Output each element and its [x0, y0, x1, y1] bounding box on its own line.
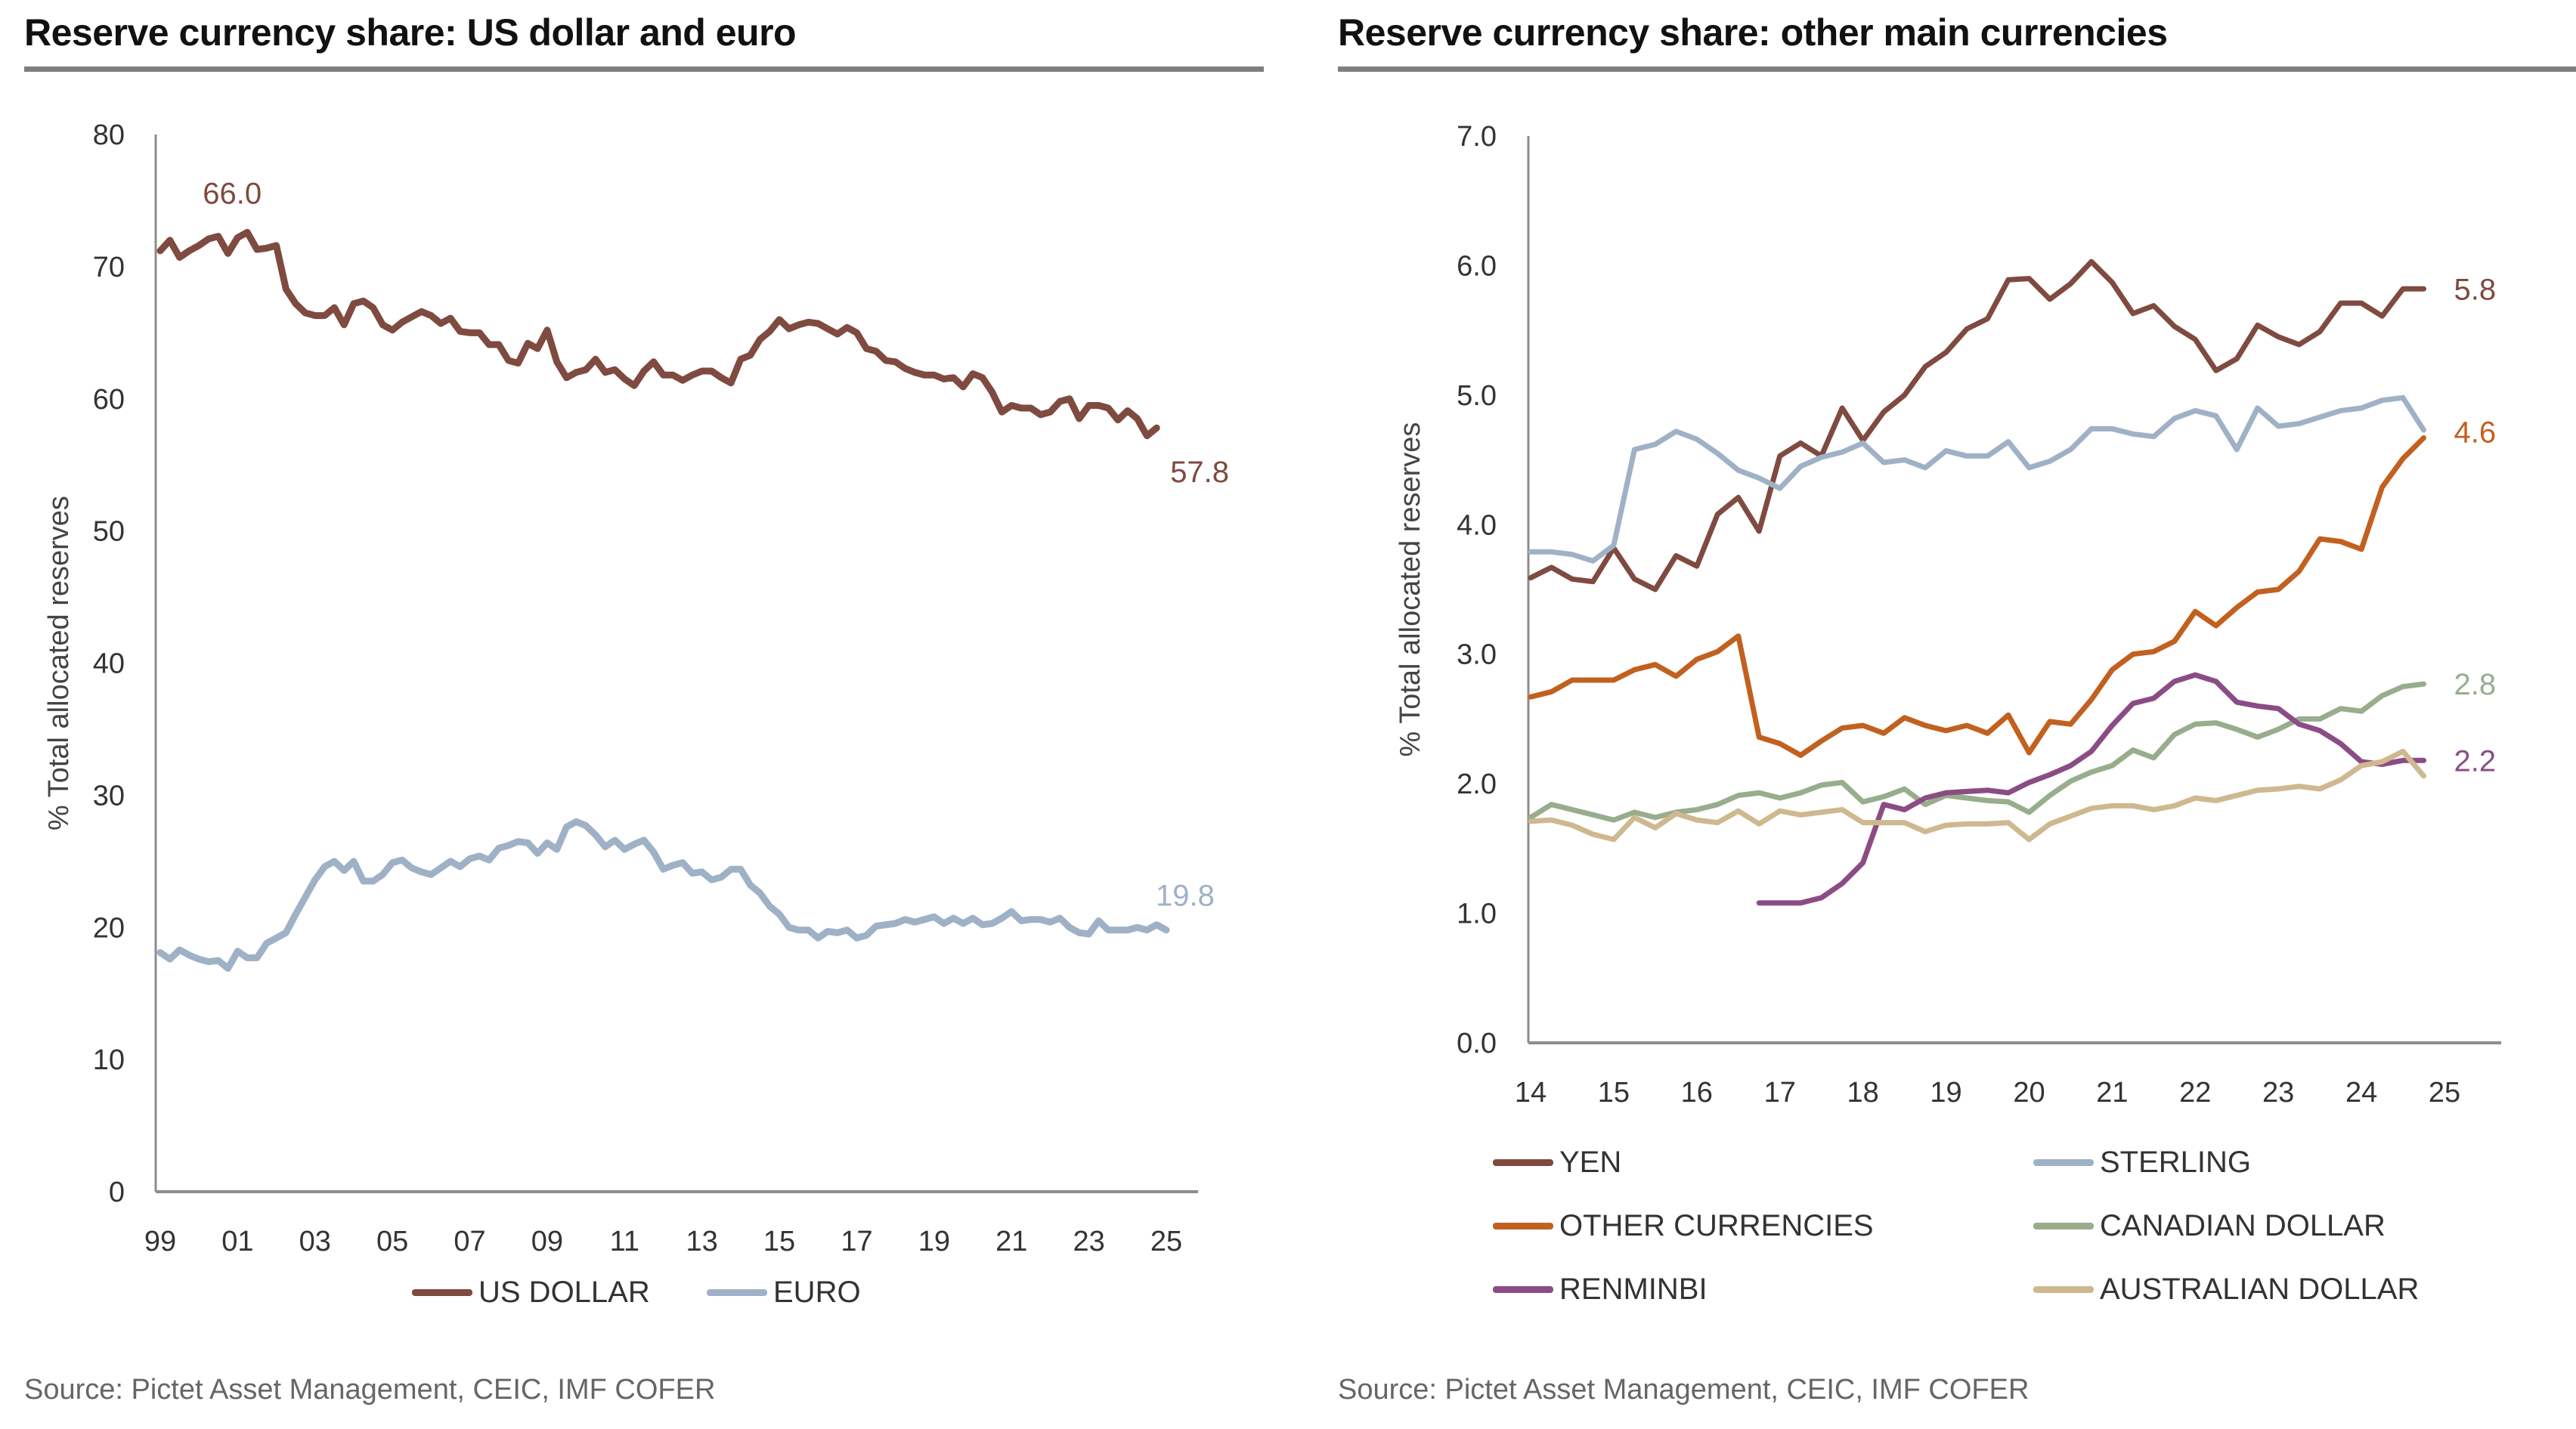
left-series-us-dollar [156, 228, 1160, 440]
left-x-tick-label: 17 [841, 1226, 872, 1257]
left-y-tick-label: 60 [93, 384, 125, 416]
right-series-australian-dollar [1528, 748, 2427, 843]
right-end-label-canadian-dollar: 2.8 [2454, 668, 2497, 701]
right-x-tick-label: 22 [2179, 1077, 2211, 1109]
right-series-yen [1528, 258, 2427, 592]
legend-item-sterling[interactable]: STERLING [2033, 1146, 2251, 1180]
left-title-rule [24, 67, 1264, 72]
right-y-tick-label: 4.0 [1457, 509, 1497, 541]
right-x-tick-label: 25 [2429, 1077, 2460, 1109]
right-x-tick-label: 15 [1598, 1077, 1630, 1109]
legend-label-canadian-dollar: CANADIAN DOLLAR [2100, 1209, 2386, 1242]
right-x-tick-label: 14 [1515, 1077, 1547, 1109]
right-x-tick-label: 19 [1930, 1077, 1961, 1109]
legend-swatch-other-currencies [1493, 1223, 1553, 1229]
left-y-tick-label: 50 [93, 516, 125, 548]
legend-label-renminbi: RENMINBI [1559, 1273, 1708, 1306]
right-x-tick-label: 21 [2096, 1077, 2128, 1109]
left-x-tick-label: 99 [144, 1226, 176, 1257]
left-chart-title: Reserve currency share: US dollar and eu… [24, 11, 797, 54]
left-x-tick-label: 05 [376, 1226, 408, 1257]
left-source-note: Source: Pictet Asset Management, CEIC, I… [24, 1374, 716, 1406]
left-y-tick-label: 40 [93, 648, 125, 680]
right-series-canadian-dollar [1528, 681, 2427, 823]
right-x-tick-label: 23 [2262, 1077, 2294, 1109]
right-x-tick-label: 17 [1764, 1077, 1796, 1109]
right-series-other-currencies [1528, 435, 2427, 758]
left-x-tick-label: 19 [918, 1226, 950, 1257]
left-y-tick-label: 20 [93, 912, 125, 944]
right-y-tick-label: 2.0 [1457, 769, 1497, 800]
legend-label-yen: YEN [1559, 1146, 1622, 1179]
legend-label-us-dollar: US DOLLAR [478, 1276, 650, 1309]
left-end-label-euro: 19.8 [1156, 880, 1215, 913]
right-y-tick-label: 0.0 [1457, 1028, 1497, 1059]
left-end-label-us-dollar: 57.8 [1170, 456, 1229, 489]
left-chart: 0 10 20 30 40 50 60 70 80 99 01 03 05 07 09 11 13 15 17 19 2… [43, 119, 1229, 1257]
right-x-tick-label: 18 [1847, 1077, 1878, 1109]
left-x-tick-label: 21 [995, 1226, 1027, 1257]
left-y-axis-title: % Total allocated reserves [43, 496, 75, 830]
legend-item-yen[interactable]: YEN [1493, 1146, 1621, 1180]
right-series-sterling [1528, 394, 2427, 564]
left-x-tick-label: 23 [1073, 1226, 1104, 1257]
legend-swatch-australian-dollar [2033, 1286, 2094, 1293]
legend-swatch-sterling [2033, 1159, 2094, 1166]
left-x-tick-label: 03 [299, 1226, 331, 1257]
right-x-tick-label: 16 [1681, 1077, 1713, 1109]
legend-item-renminbi[interactable]: RENMINBI [1493, 1273, 1708, 1307]
right-y-axis-title: % Total allocated reserves [1395, 422, 1426, 757]
right-series-renminbi [1756, 672, 2427, 906]
legend-label-other-currencies: OTHER CURRENCIES [1559, 1209, 1874, 1242]
right-chart: 0.0 1.0 2.0 3.0 4.0 5.0 6.0 7.0 14 15 16 17 18 19 20 21… [1395, 121, 2501, 1109]
left-x-tick-label: 13 [686, 1226, 718, 1257]
legend-label-sterling: STERLING [2100, 1146, 2252, 1179]
right-y-tick-label: 1.0 [1457, 899, 1497, 930]
left-x-tick-label: 25 [1150, 1226, 1182, 1257]
legend-item-euro[interactable]: EURO [707, 1276, 861, 1310]
legend-swatch-renminbi [1493, 1286, 1553, 1293]
legend-swatch-canadian-dollar [2033, 1223, 2094, 1229]
left-x-tick-label: 01 [221, 1226, 253, 1257]
left-y-tick-label: 30 [93, 780, 125, 812]
legend-item-other-currencies[interactable]: OTHER CURRENCIES [1493, 1209, 1874, 1243]
right-chart-title: Reserve currency share: other main curre… [1338, 11, 2168, 54]
left-y-tick-label: 10 [93, 1044, 125, 1076]
right-y-tick-label: 7.0 [1457, 121, 1497, 153]
right-end-label-yen: 5.8 [2454, 273, 2497, 306]
legend-swatch-us-dollar [412, 1289, 472, 1296]
legend-label-australian-dollar: AUSTRALIAN DOLLAR [2100, 1273, 2420, 1306]
legend-item-australian-dollar[interactable]: AUSTRALIAN DOLLAR [2033, 1273, 2419, 1307]
left-x-tick-label: 11 [610, 1226, 639, 1257]
left-y-tick-label: 0 [109, 1177, 125, 1208]
right-x-tick-label: 20 [2013, 1077, 2045, 1109]
left-peak-label-us-dollar: 66.0 [203, 177, 262, 210]
left-x-tick-label: 09 [531, 1226, 563, 1257]
right-title-rule [1338, 67, 2576, 72]
left-series-euro [156, 818, 1170, 972]
right-y-tick-label: 6.0 [1457, 250, 1497, 282]
right-y-tick-label: 3.0 [1457, 639, 1497, 671]
right-y-tick-label: 5.0 [1457, 380, 1497, 412]
left-x-tick-label: 15 [763, 1226, 795, 1257]
right-x-tick-label: 24 [2345, 1077, 2377, 1109]
left-y-tick-label: 70 [93, 252, 125, 283]
right-source-note: Source: Pictet Asset Management, CEIC, I… [1338, 1374, 2030, 1406]
legend-item-canadian-dollar[interactable]: CANADIAN DOLLAR [2033, 1209, 2386, 1243]
left-x-tick-label: 07 [454, 1226, 485, 1257]
legend-swatch-yen [1493, 1159, 1553, 1166]
right-end-label-renminbi: 2.2 [2454, 744, 2497, 778]
left-y-tick-label: 80 [93, 119, 125, 151]
legend-item-us-dollar[interactable]: US DOLLAR [412, 1276, 650, 1310]
legend-label-euro: EURO [773, 1276, 861, 1309]
right-end-label-other-currencies: 4.6 [2454, 416, 2497, 449]
legend-swatch-euro [707, 1289, 767, 1296]
